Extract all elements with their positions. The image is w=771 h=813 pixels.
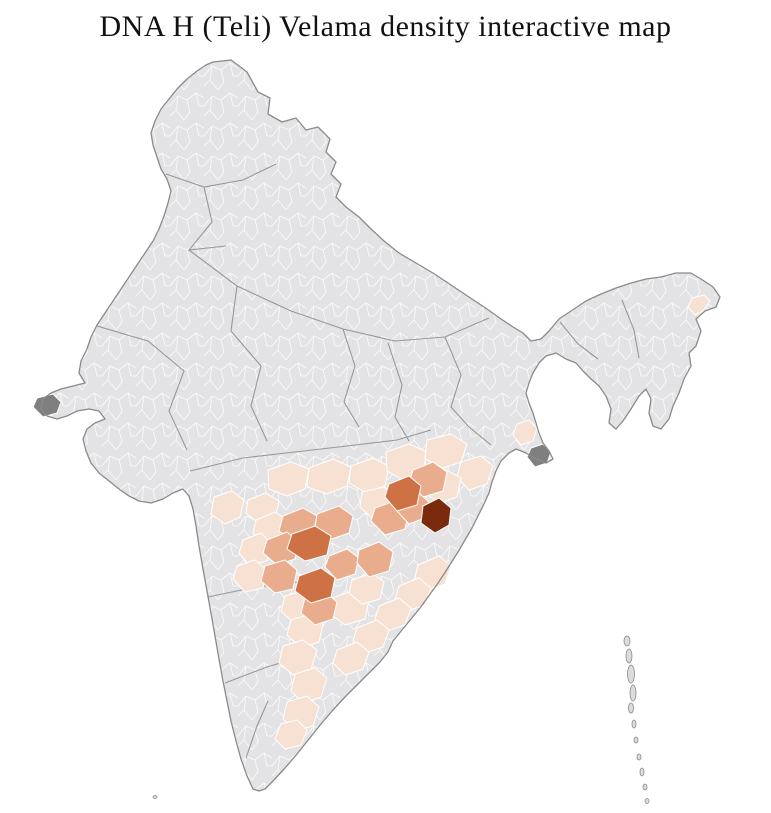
state-boundary: [621, 299, 640, 359]
district-region[interactable]: [294, 567, 336, 604]
state-boundary: [559, 321, 599, 360]
state-boundary: [236, 285, 490, 342]
state-lines-layer: [96, 163, 640, 759]
district-region[interactable]: [348, 457, 390, 493]
state-boundary: [444, 336, 492, 446]
district-region[interactable]: [332, 641, 370, 676]
district-region[interactable]: [306, 458, 352, 495]
islands-layer: [152, 635, 650, 804]
island: [639, 767, 645, 777]
island: [631, 719, 637, 729]
district-region[interactable]: [352, 619, 390, 654]
island: [152, 795, 158, 799]
district-region[interactable]: [687, 294, 711, 316]
island: [623, 635, 631, 647]
districts-layer: [32, 294, 711, 750]
island: [644, 798, 650, 804]
island: [636, 753, 642, 761]
district-region[interactable]: [290, 667, 328, 704]
island: [628, 702, 634, 714]
district-region[interactable]: [420, 497, 452, 534]
state-boundary: [387, 342, 410, 442]
state-boundary: [342, 328, 360, 428]
state-boundary: [245, 700, 269, 759]
state-boundary: [96, 325, 188, 451]
district-region[interactable]: [356, 541, 394, 578]
district-region[interactable]: [32, 393, 62, 418]
district-region[interactable]: [374, 597, 412, 632]
district-region[interactable]: [384, 475, 422, 512]
page-title: DNA H (Teli) Velama density interactive …: [99, 10, 672, 43]
state-boundary: [187, 186, 227, 251]
state-boundary: [165, 163, 277, 188]
island: [625, 648, 633, 664]
district-region[interactable]: [260, 559, 298, 594]
district-region[interactable]: [274, 719, 308, 750]
district-region[interactable]: [324, 548, 360, 581]
india-outline: [40, 59, 721, 792]
state-boundary: [230, 330, 268, 442]
island: [627, 664, 635, 684]
island: [633, 736, 639, 744]
district-region[interactable]: [238, 532, 272, 566]
district-region[interactable]: [512, 419, 538, 446]
district-mesh-overlay: [41, 60, 720, 791]
district-region[interactable]: [286, 525, 332, 562]
island: [642, 783, 648, 791]
district-region[interactable]: [210, 490, 245, 525]
district-region[interactable]: [232, 559, 268, 593]
district-region[interactable]: [414, 555, 452, 591]
island: [629, 684, 637, 702]
district-region[interactable]: [267, 461, 310, 497]
state-boundary: [189, 429, 432, 472]
